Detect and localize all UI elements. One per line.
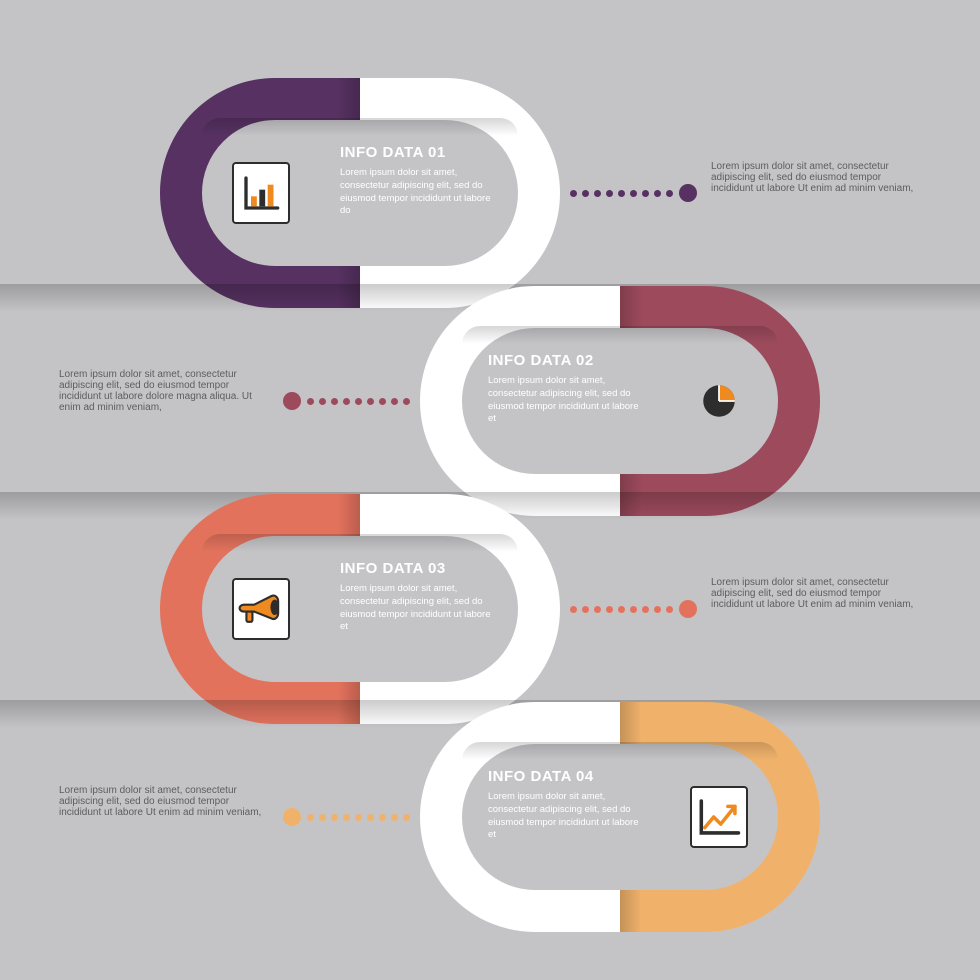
step-title: INFO DATA 04 <box>488 768 648 785</box>
callout-dot <box>679 184 697 202</box>
callout-dot <box>283 808 301 826</box>
step-icon-pieChart <box>690 372 748 430</box>
step-title: INFO DATA 02 <box>488 352 648 369</box>
step-body: Lorem ipsum dolor sit amet, consectetur … <box>488 375 648 426</box>
callout-text: Lorem ipsum dolor sit amet, consectetur … <box>59 369 269 413</box>
step-text-2: INFO DATA 02 Lorem ipsum dolor sit amet, … <box>488 352 648 426</box>
step-body: Lorem ipsum dolor sit amet, consectetur … <box>488 791 648 842</box>
step-body: Lorem ipsum dolor sit amet, consectetur … <box>340 167 500 218</box>
step-title: INFO DATA 01 <box>340 144 500 161</box>
step-text-3: INFO DATA 03 Lorem ipsum dolor sit amet, … <box>340 560 500 634</box>
step-text-1: INFO DATA 01 Lorem ipsum dolor sit amet, … <box>340 144 500 218</box>
infographic-stage: INFO DATA 01 Lorem ipsum dolor sit amet, … <box>0 0 980 980</box>
callout-text: Lorem ipsum dolor sit amet, consectetur … <box>711 577 921 610</box>
step-text-4: INFO DATA 04 Lorem ipsum dolor sit amet, … <box>488 768 648 842</box>
step-icon-barChart <box>232 164 290 222</box>
step-body: Lorem ipsum dolor sit amet, consectetur … <box>340 583 500 634</box>
callout-dot <box>283 392 301 410</box>
callout-dot <box>679 600 697 618</box>
step-title: INFO DATA 03 <box>340 560 500 577</box>
step-icon-megaphone <box>232 580 290 638</box>
callout-text: Lorem ipsum dolor sit amet, consectetur … <box>59 785 269 818</box>
callout-text: Lorem ipsum dolor sit amet, consectetur … <box>711 161 921 194</box>
step-icon-lineChart <box>690 788 748 846</box>
